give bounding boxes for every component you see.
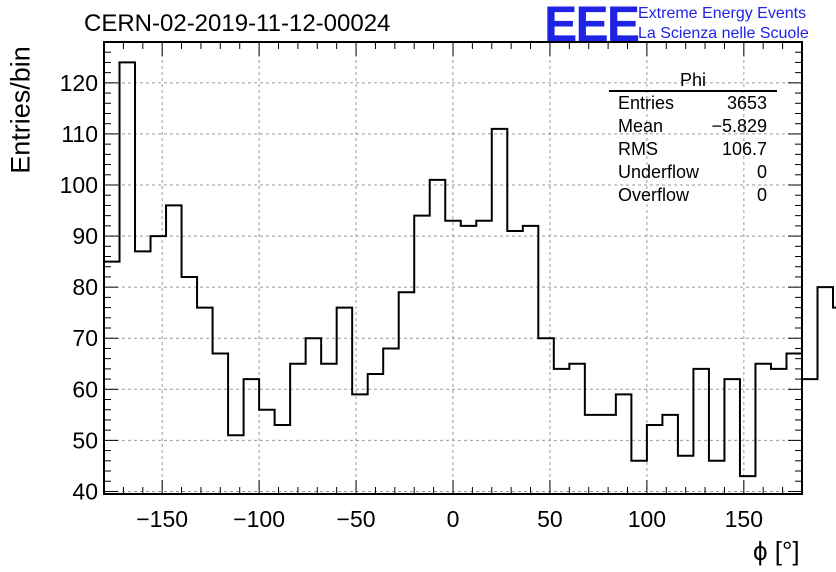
y-tick-label: 110	[61, 121, 98, 147]
logo-line-1: Extreme Energy Events	[638, 5, 807, 22]
histogram-bin	[368, 374, 384, 494]
histogram-bin	[476, 221, 492, 494]
stats-title: Phi	[609, 70, 777, 92]
stats-value: −5.829	[711, 116, 767, 136]
histogram-bin	[197, 308, 213, 494]
stats-label: Overflow	[618, 185, 690, 205]
histogram-bin	[647, 425, 663, 494]
histogram-bin	[430, 180, 446, 494]
histogram-bin	[182, 277, 198, 494]
histogram-bin	[461, 226, 477, 494]
stats-row-underflow: Underflow 0	[609, 161, 777, 184]
chart-title: CERN-02-2019-11-12-00024	[84, 10, 391, 37]
histogram-bin	[662, 415, 678, 494]
histogram-bin	[228, 435, 244, 494]
x-tick-label: −150	[136, 506, 188, 532]
histogram-bin	[120, 62, 136, 494]
histogram-bin	[631, 461, 647, 494]
histogram-bin	[786, 354, 802, 494]
histogram-bin	[818, 287, 834, 494]
histogram-outline	[104, 61, 836, 478]
histogram-bin	[383, 348, 399, 494]
histogram-bin	[166, 205, 182, 494]
x-tick-label: 100	[628, 506, 666, 532]
stats-row-mean: Mean −5.829	[609, 115, 777, 138]
x-tick-label: 50	[537, 506, 563, 532]
histogram-bin	[771, 369, 787, 494]
stats-row-entries: Entries 3653	[609, 92, 777, 115]
histogram-bin	[724, 379, 740, 494]
histogram-bin	[414, 216, 430, 494]
y-tick-label: 100	[60, 172, 98, 198]
y-tick-label: 90	[72, 223, 98, 249]
stats-label: Underflow	[618, 162, 700, 182]
histogram-bin	[740, 476, 756, 494]
histogram-bin	[523, 226, 539, 494]
stats-label: Entries	[618, 93, 675, 113]
x-tick-label: 0	[447, 506, 460, 532]
histogram-bin	[213, 354, 229, 494]
logo-line-2: La Scienza nelle Scuole	[638, 25, 809, 42]
y-tick-label: 70	[72, 325, 98, 351]
histogram-bin	[507, 231, 523, 494]
histogram-bin	[337, 308, 353, 494]
histogram-bin	[321, 364, 337, 494]
histogram-bin	[104, 262, 120, 494]
histogram-bin	[802, 379, 818, 494]
stats-value: 0	[756, 185, 767, 205]
histogram-bin	[399, 292, 415, 494]
histogram-bin	[151, 236, 167, 494]
y-tick-label: 80	[72, 274, 98, 300]
histogram-bin	[600, 415, 616, 494]
logo-text: Extreme Energy Events La Scienza nelle S…	[638, 4, 809, 44]
stats-label: Mean	[618, 116, 664, 136]
histogram-bin	[306, 338, 322, 494]
histogram-bin	[492, 129, 508, 494]
x-tick-label: 150	[725, 506, 763, 532]
histogram-bin	[259, 410, 275, 494]
histogram-bin	[538, 338, 554, 494]
y-tick-label: 120	[60, 70, 98, 96]
histogram-bin	[554, 369, 570, 494]
histogram-bin	[275, 425, 291, 494]
stats-label: RMS	[618, 139, 658, 159]
histogram-bin	[445, 221, 461, 494]
y-tick-label: 60	[72, 376, 98, 402]
y-tick-label: 40	[72, 478, 98, 504]
histogram-bin	[244, 379, 260, 494]
histogram-bin	[755, 364, 771, 494]
histogram-bin	[352, 394, 368, 494]
stats-value: 106.7	[721, 139, 767, 159]
stats-row-overflow: Overflow 0	[609, 184, 777, 207]
histogram-bin	[585, 415, 601, 494]
stats-value: 3653	[726, 93, 767, 113]
histogram-bin	[616, 394, 632, 494]
x-tick-label: −100	[233, 506, 285, 532]
stats-value: 0	[756, 162, 767, 182]
stats-row-rms: RMS 106.7	[609, 138, 777, 161]
histogram-bin	[709, 461, 725, 494]
histogram-bin	[693, 369, 709, 494]
histogram-bin	[569, 364, 585, 494]
histogram-bin	[290, 364, 306, 494]
eee-logo: EEE	[544, 0, 640, 52]
x-tick-label: −50	[337, 506, 376, 532]
histogram-bin	[135, 251, 151, 494]
stats-box: Phi Entries 3653 Mean −5.829 RMS 106.7 U…	[609, 70, 777, 207]
x-axis-label: ϕ [°]	[753, 536, 800, 566]
y-tick-label: 50	[72, 427, 98, 453]
